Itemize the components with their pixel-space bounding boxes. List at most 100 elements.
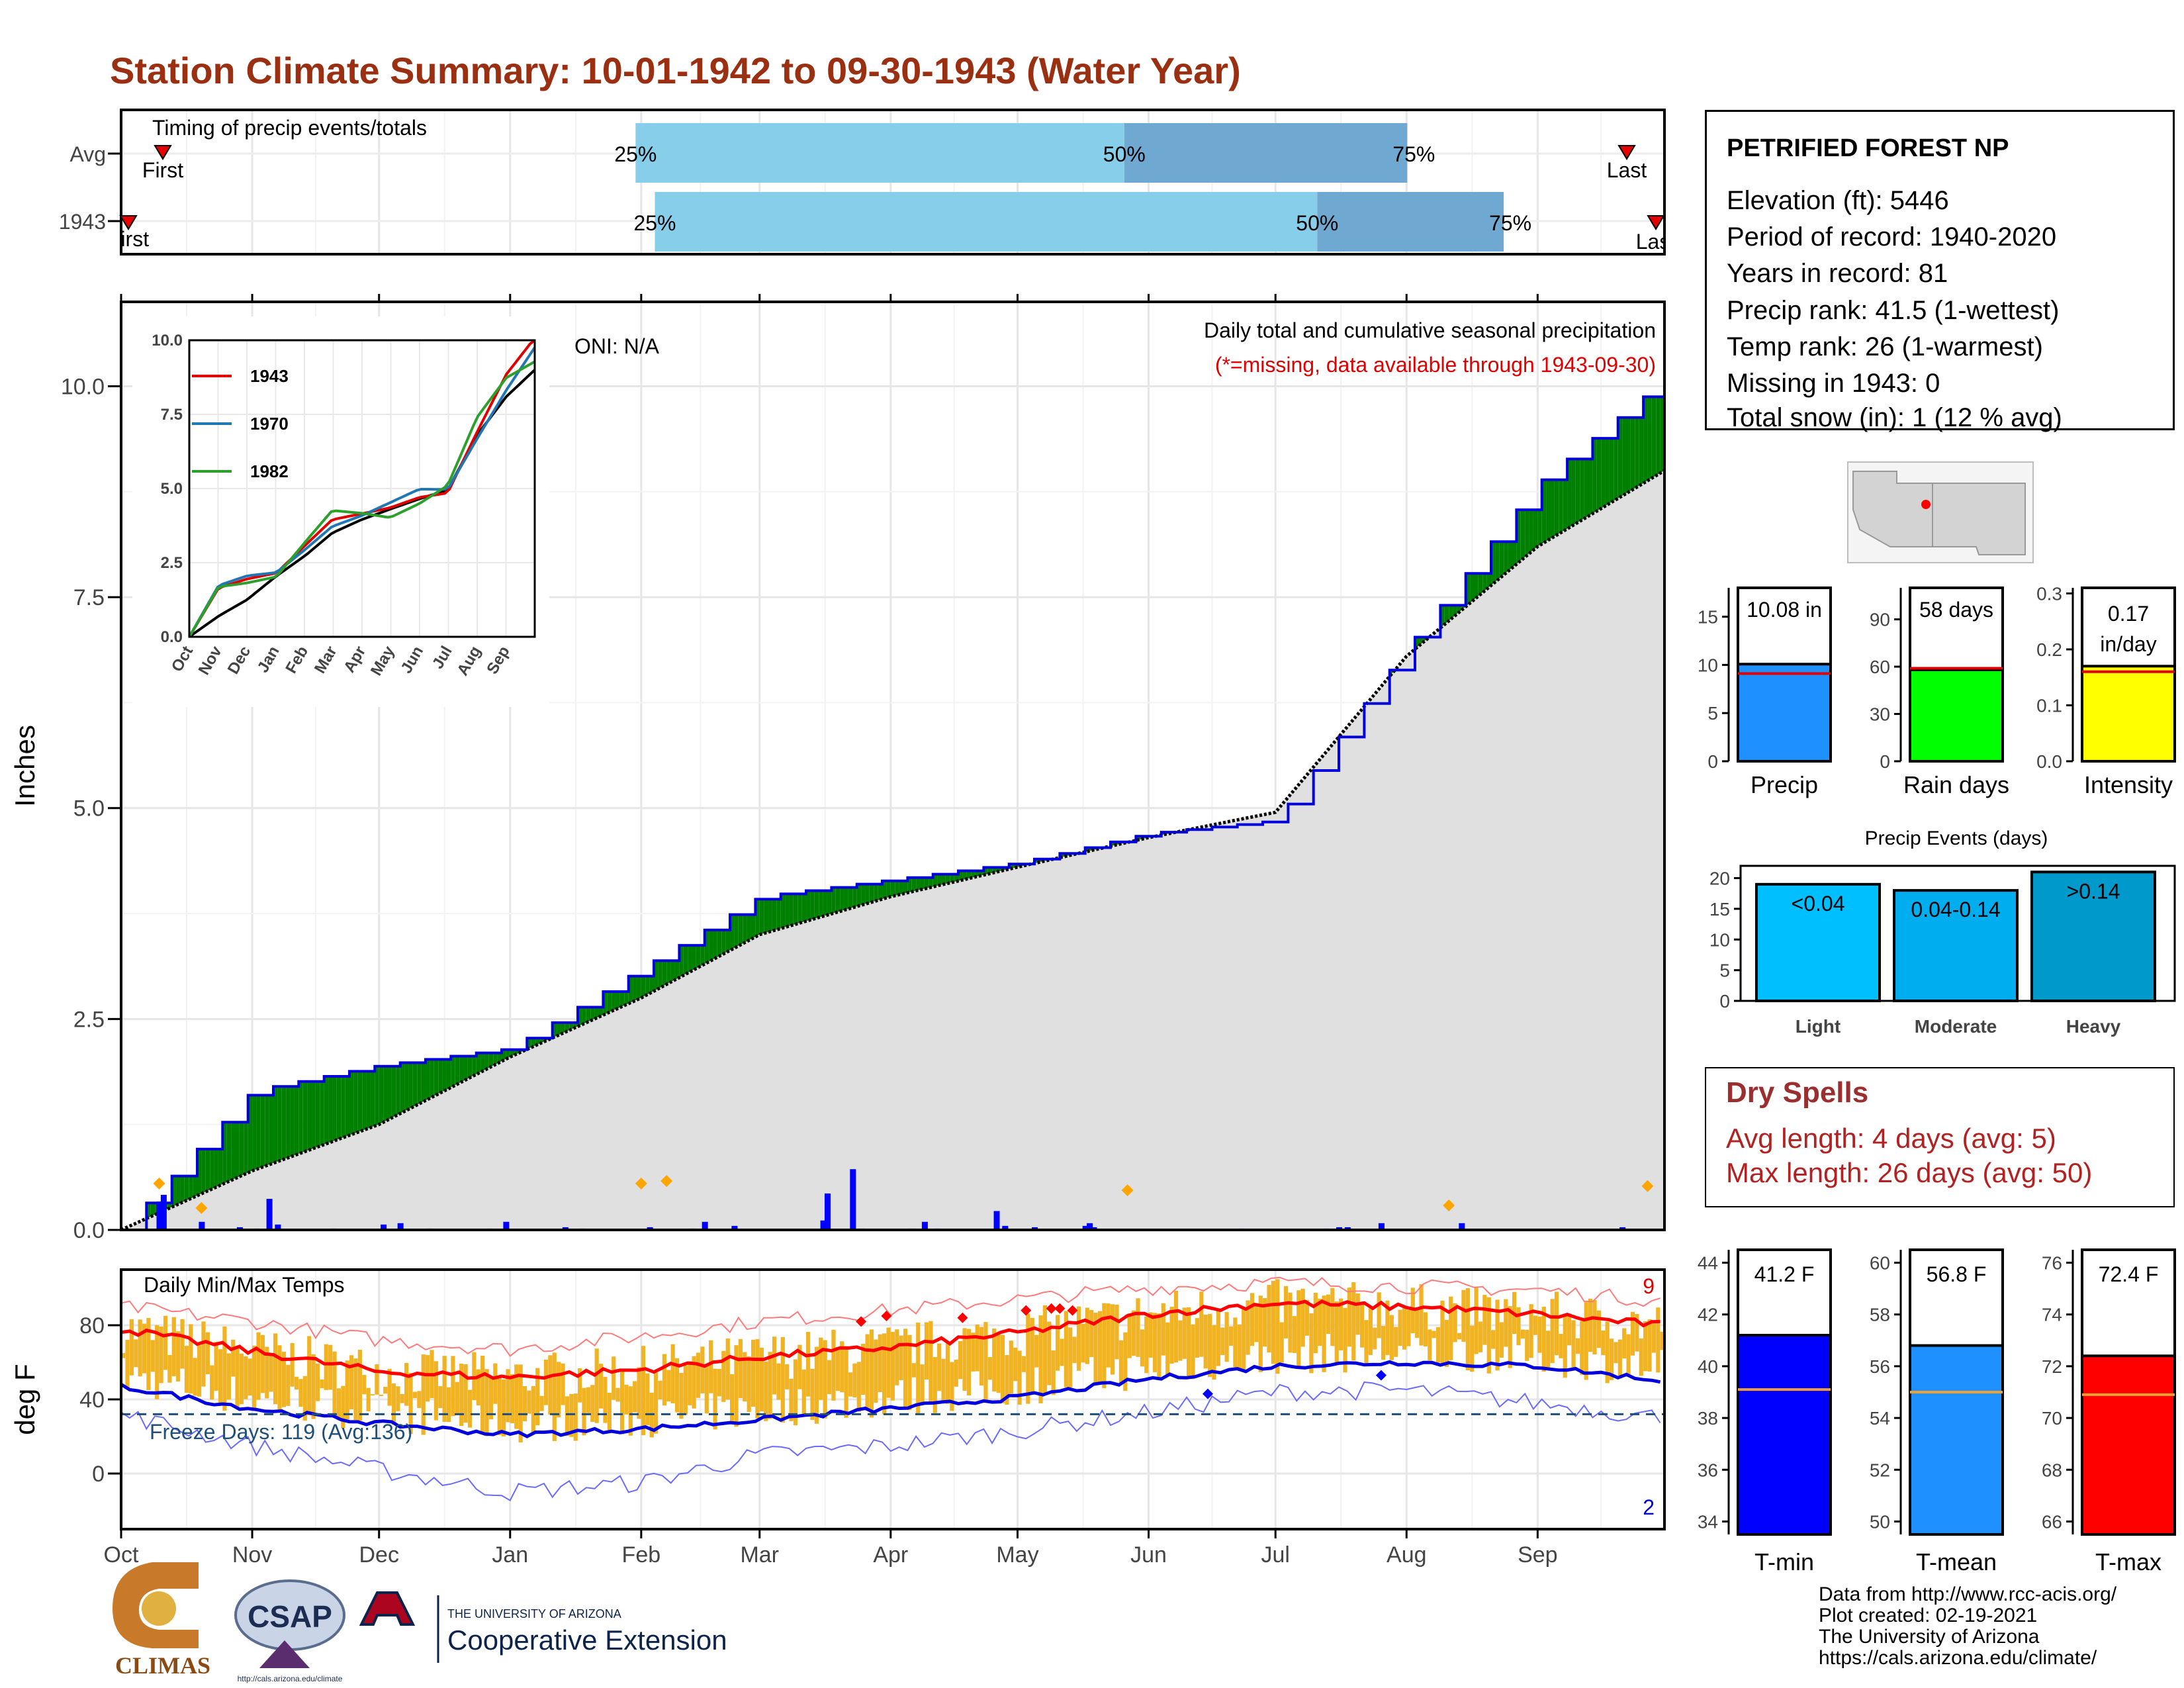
daily-temp-bar	[962, 1328, 967, 1391]
credit-line: Plot created: 02-19-2021	[1819, 1605, 2038, 1626]
precip-diff-fill	[387, 1066, 392, 1121]
daily-temp-bar	[1169, 1307, 1174, 1364]
daily-temp-bar	[472, 1352, 477, 1401]
daily-temp-bar	[637, 1367, 641, 1419]
small-bar-tick-label: 30	[1870, 704, 1890, 725]
precip-diff-fill	[1626, 417, 1631, 494]
daily-temp-bar	[890, 1332, 895, 1401]
inset-frame	[188, 339, 536, 638]
daily-temp-bar	[937, 1343, 942, 1391]
precip-diff-fill	[383, 1066, 388, 1123]
daily-temp-bar	[1127, 1313, 1132, 1358]
daily-temp-bar	[1478, 1321, 1483, 1352]
precip-diff-fill	[205, 1149, 210, 1192]
daily-temp-bar	[171, 1317, 176, 1376]
temp-bar-tick-label: 52	[1870, 1460, 1890, 1480]
precip-diff-fill	[607, 992, 612, 1013]
precip-diff-fill	[1504, 541, 1508, 575]
daily-temp-bar	[1432, 1331, 1436, 1338]
daily-temp-bar	[1334, 1301, 1339, 1365]
daily-temp-bar	[1584, 1302, 1588, 1380]
daily-temp-bar	[688, 1361, 692, 1405]
precip-diff-fill	[1499, 541, 1504, 579]
precip-diff-fill	[375, 1066, 379, 1127]
precip-diff-fill	[801, 894, 807, 923]
temp-ytick-label: 0	[92, 1462, 105, 1487]
daily-temp-bar	[1191, 1324, 1195, 1380]
events-bar	[1893, 889, 2019, 1003]
precip-diff-fill	[1525, 510, 1529, 557]
precip-diff-fill	[662, 961, 667, 987]
month-label: Mar	[740, 1542, 779, 1568]
precip-diff-fill	[455, 1056, 460, 1086]
precip-diff-fill	[201, 1149, 206, 1194]
precip-diff-fill	[451, 1056, 455, 1088]
precip-diff-fill	[793, 894, 798, 925]
daily-temp-bar	[387, 1368, 392, 1406]
precip-diff-fill	[1474, 573, 1479, 600]
precip-diff-fill	[814, 890, 819, 919]
temp-bar-value	[1737, 1334, 1832, 1536]
state-map-outline	[1852, 471, 2026, 555]
daily-temp-bar	[349, 1355, 354, 1410]
precip-diff-fill	[336, 1076, 341, 1141]
daily-temp-bar	[1504, 1299, 1508, 1347]
precip-diff-fill	[269, 1095, 274, 1165]
precip-diff-fill	[1639, 417, 1644, 486]
precip-diff-fill	[298, 1081, 303, 1154]
precip-diff-fill	[1614, 438, 1618, 501]
daily-temp-bar	[1656, 1307, 1661, 1373]
precip-diff-fill	[480, 1053, 485, 1072]
month-label: Oct	[104, 1542, 139, 1568]
daily-temp-bar	[557, 1362, 561, 1418]
precip-diff-fill	[184, 1176, 189, 1201]
daily-precip-bar	[1378, 1223, 1385, 1230]
precip-diff-fill	[1622, 417, 1627, 496]
small-bar-label: in/day	[2100, 632, 2156, 656]
month-label: Jan	[492, 1542, 528, 1568]
temp-bar-name: T-max	[2095, 1548, 2161, 1575]
daily-temp-bar	[497, 1377, 502, 1436]
daily-temp-bar	[370, 1394, 375, 1396]
daily-temp-bar	[1089, 1309, 1094, 1358]
daily-temp-bar	[1444, 1319, 1449, 1367]
temp-bar-tick-label: 42	[1698, 1305, 1718, 1325]
precip-diff-fill	[1529, 510, 1533, 554]
daily-temp-bar	[391, 1383, 396, 1425]
station-info-box: PETRIFIED FOREST NP Elevation (ft): 5446…	[1705, 110, 2175, 432]
precip-diff-fill	[328, 1076, 333, 1143]
daily-temp-bar	[603, 1376, 608, 1423]
daily-temp-bar	[277, 1345, 282, 1411]
events-tick-label: 20	[1709, 868, 1730, 889]
daily-temp-bar	[396, 1386, 400, 1411]
daily-temp-bar	[353, 1358, 358, 1421]
daily-precip-bar	[824, 1193, 831, 1230]
daily-temp-bar	[1609, 1338, 1614, 1380]
daily-temp-bar	[1051, 1350, 1056, 1395]
small-bar-tick-label: 0	[1707, 751, 1718, 772]
daily-temp-bar	[772, 1336, 777, 1395]
daily-temp-bar	[725, 1338, 730, 1400]
dry-spells-box: Dry Spells Avg length: 4 days (avg: 5) M…	[1705, 1067, 2175, 1207]
first-marker	[154, 145, 172, 160]
precip-diff-fill	[764, 899, 768, 934]
daily-temp-bar	[1351, 1282, 1356, 1361]
daily-temp-bar	[1182, 1307, 1187, 1359]
small-bar-name: Intensity	[2084, 771, 2173, 798]
daily-temp-bar	[298, 1379, 303, 1407]
precip-diff-fill	[582, 1007, 586, 1025]
month-label: Apr	[873, 1542, 908, 1568]
precip-diff-fill	[890, 880, 895, 897]
precip-diff-fill	[645, 976, 650, 996]
daily-temp-bar	[1148, 1312, 1153, 1358]
daily-temp-bar	[1195, 1318, 1200, 1358]
daily-temp-bar	[1398, 1309, 1402, 1346]
daily-temp-bar	[226, 1353, 231, 1400]
small-bar-label: 0.17	[2108, 602, 2149, 626]
daily-temp-bar	[1559, 1334, 1563, 1358]
events-tick-label: 5	[1719, 961, 1730, 981]
daily-temp-bar	[814, 1346, 819, 1424]
precip-diff-fill	[370, 1071, 375, 1128]
precip-diff-fill	[180, 1176, 185, 1203]
inset-ytick-label: 2.5	[161, 554, 183, 572]
